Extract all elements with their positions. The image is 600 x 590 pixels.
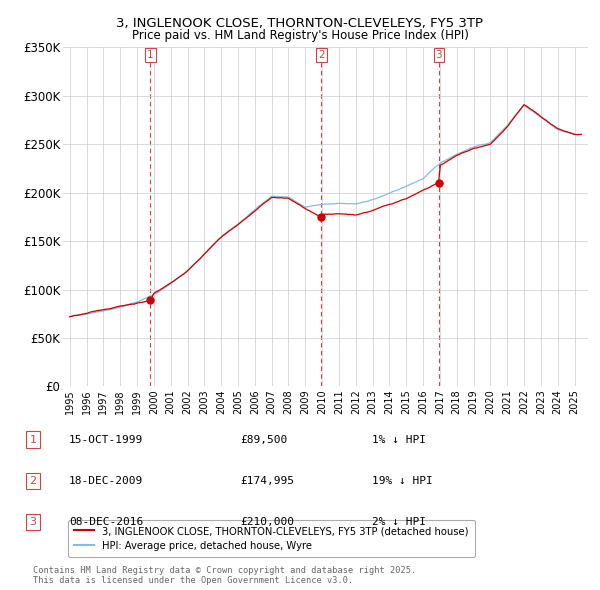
Text: £174,995: £174,995 — [240, 476, 294, 486]
Text: 3: 3 — [29, 517, 37, 527]
Text: 2% ↓ HPI: 2% ↓ HPI — [372, 517, 426, 527]
Text: £89,500: £89,500 — [240, 435, 287, 444]
Text: 1% ↓ HPI: 1% ↓ HPI — [372, 435, 426, 444]
Text: 08-DEC-2016: 08-DEC-2016 — [69, 517, 143, 527]
Text: 19% ↓ HPI: 19% ↓ HPI — [372, 476, 433, 486]
Text: 2: 2 — [29, 476, 37, 486]
Text: 3, INGLENOOK CLOSE, THORNTON-CLEVELEYS, FY5 3TP: 3, INGLENOOK CLOSE, THORNTON-CLEVELEYS, … — [116, 17, 484, 30]
Text: 1: 1 — [147, 50, 154, 60]
Text: 1: 1 — [29, 435, 37, 444]
Text: Contains HM Land Registry data © Crown copyright and database right 2025.
This d: Contains HM Land Registry data © Crown c… — [33, 566, 416, 585]
Text: 18-DEC-2009: 18-DEC-2009 — [69, 476, 143, 486]
Text: 15-OCT-1999: 15-OCT-1999 — [69, 435, 143, 444]
Legend: 3, INGLENOOK CLOSE, THORNTON-CLEVELEYS, FY5 3TP (detached house), HPI: Average p: 3, INGLENOOK CLOSE, THORNTON-CLEVELEYS, … — [68, 520, 475, 558]
Text: 2: 2 — [318, 50, 325, 60]
Text: Price paid vs. HM Land Registry's House Price Index (HPI): Price paid vs. HM Land Registry's House … — [131, 30, 469, 42]
Text: 3: 3 — [436, 50, 442, 60]
Text: £210,000: £210,000 — [240, 517, 294, 527]
